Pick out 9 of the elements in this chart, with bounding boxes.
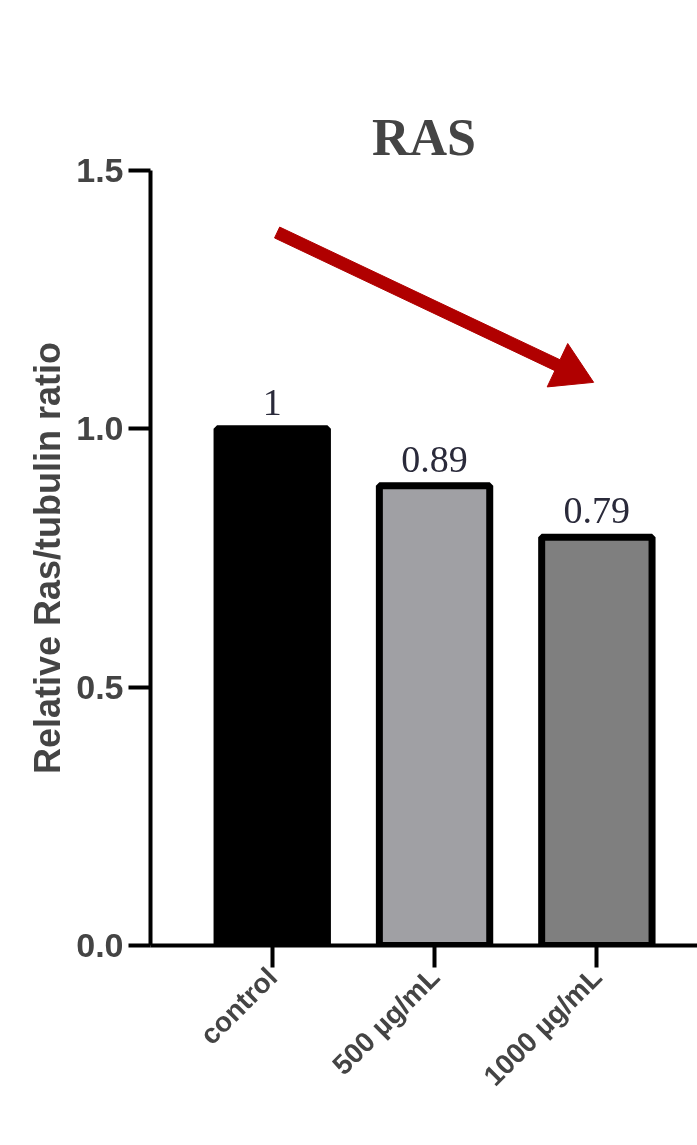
y-tick-label: 1.5 — [76, 151, 124, 189]
y-tick-label: 0.5 — [76, 667, 124, 706]
y-axis-title: Relative Ras/tubulin ratio — [27, 341, 69, 775]
data-label: 1 — [262, 380, 282, 423]
y-tick-label: 0.0 — [76, 926, 124, 964]
data-label: 0.89 — [401, 437, 468, 480]
chart-title: RAS — [371, 108, 477, 166]
y-tick-label: 1.0 — [76, 409, 124, 448]
data-label: 0.79 — [563, 489, 631, 532]
